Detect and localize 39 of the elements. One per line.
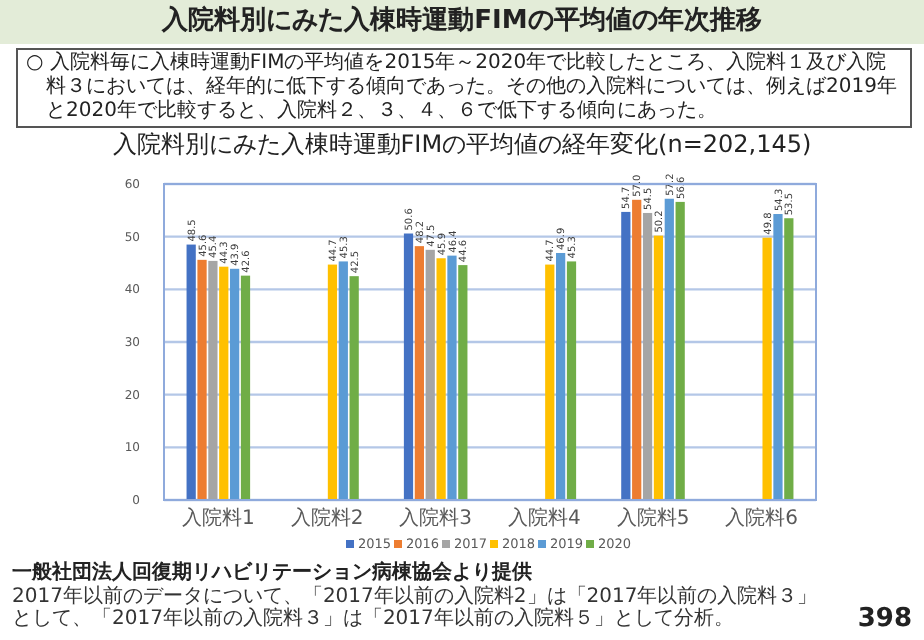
bar	[773, 214, 783, 500]
chart-title: 入院料別にみた入棟時運動FIMの平均値の経年変化(n=202,145)	[110, 130, 814, 158]
bar	[338, 261, 348, 500]
bar	[403, 233, 414, 500]
bar	[566, 261, 577, 500]
bar	[632, 199, 642, 500]
bar	[545, 264, 555, 500]
x-tick-label: 入院料2	[290, 506, 364, 530]
bar	[447, 255, 457, 500]
bar	[621, 211, 631, 500]
text: 398	[857, 604, 912, 634]
text: 2017年以前のデータについて、「2017年以前の入院料2」は「2017年以前の入院料３」として、「2017年以前の入院料３」は「2017年以前の入院料５」として分析。	[12, 586, 820, 630]
text: 入院料別にみた入棟時運動FIMの平均値の年次推移	[0, 0, 924, 44]
bar	[208, 260, 218, 500]
bar	[556, 252, 566, 500]
bar	[219, 266, 229, 500]
bar	[425, 249, 435, 500]
bar	[458, 265, 468, 500]
bar	[186, 244, 196, 500]
text: ○ 入院料毎に入棟時運動FIMの平均値を2015年～2020年で比較したところ、入院料１及び入院料３においては、経年的に低下する傾向であった。その他の入院料については、例えば2019年と2020年で比較すると、入院料２、３、４、６で低下する傾向にあった。	[16, 48, 912, 128]
x-tick-label: 入院料5	[616, 506, 690, 530]
x-tick-label: 入院料3	[399, 506, 473, 530]
bar	[414, 246, 424, 500]
bar	[642, 212, 653, 500]
bar	[230, 268, 240, 500]
bar	[664, 198, 674, 500]
bar	[436, 258, 446, 500]
bar	[675, 201, 685, 500]
bar	[762, 237, 772, 500]
text: 一般社団法人回復期リハビリテーション病棟協会より提供	[12, 562, 534, 584]
x-tick-label: 入院料4	[507, 506, 581, 530]
bar	[197, 259, 207, 500]
bar	[349, 276, 359, 500]
bar	[653, 235, 664, 500]
x-tick-label: 入院料6	[725, 506, 799, 530]
bar	[327, 264, 338, 500]
x-tick-label: 入院料1	[181, 506, 255, 530]
bar	[784, 218, 794, 500]
bar	[240, 275, 251, 500]
